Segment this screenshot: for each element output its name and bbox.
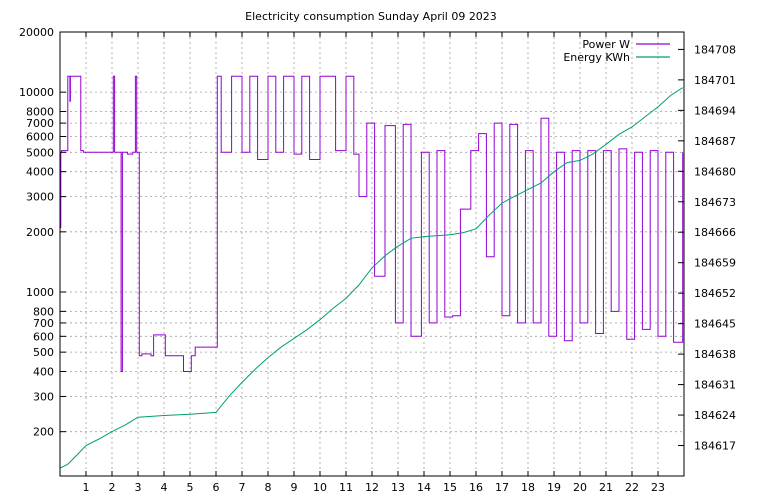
x-tick-label: 8 xyxy=(265,481,272,494)
x-tick-label: 5 xyxy=(187,481,194,494)
x-tick-label: 21 xyxy=(599,481,613,494)
legend-label-power: Power W xyxy=(582,38,630,51)
y-tick-label: 500 xyxy=(33,346,54,359)
x-tick-label: 16 xyxy=(469,481,483,494)
y-tick-label: 300 xyxy=(33,390,54,403)
x-tick-label: 7 xyxy=(239,481,246,494)
y-tick-label: 1000 xyxy=(26,286,54,299)
y-tick-label: 2000 xyxy=(26,226,54,239)
axes: 1 2 3 4 5 6 7 8 9 10 11 12 13 14 15 16 17 18 19 20 21 22 23200… xyxy=(19,26,736,494)
y-tick-label: 10000 xyxy=(19,86,54,99)
y2-tick-label: 184680 xyxy=(694,165,736,178)
y2-tick-label: 184617 xyxy=(694,440,736,453)
x-tick-label: 15 xyxy=(443,481,457,494)
y2-tick-label: 184687 xyxy=(694,135,736,148)
chart-title: Electricity consumption Sunday April 09 … xyxy=(245,10,497,23)
y-tick-label: 3000 xyxy=(26,191,54,204)
y2-tick-label: 184659 xyxy=(694,257,736,270)
y-tick-label: 5000 xyxy=(26,146,54,159)
x-tick-label: 2 xyxy=(109,481,116,494)
y2-tick-label: 184666 xyxy=(694,226,736,239)
x-tick-label: 20 xyxy=(573,481,587,494)
x-tick-label: 1 xyxy=(83,481,90,494)
x-tick-label: 6 xyxy=(213,481,220,494)
x-tick-label: 18 xyxy=(521,481,535,494)
x-tick-label: 10 xyxy=(313,481,327,494)
x-tick-label: 13 xyxy=(391,481,405,494)
x-tick-label: 19 xyxy=(547,481,561,494)
y2-tick-label: 184673 xyxy=(694,196,736,209)
plot-series xyxy=(59,75,684,469)
x-tick-label: 23 xyxy=(651,481,665,494)
y-tick-label: 8000 xyxy=(26,106,54,119)
y2-tick-label: 184694 xyxy=(694,104,736,117)
legend: Power W Energy KWh xyxy=(563,38,670,64)
series-line-power xyxy=(60,75,684,372)
x-tick-label: 4 xyxy=(161,481,168,494)
y2-tick-label: 184701 xyxy=(694,74,736,87)
grid xyxy=(60,31,684,476)
legend-label-energy: Energy KWh xyxy=(563,51,630,64)
y2-tick-label: 184645 xyxy=(694,318,736,331)
y-tick-label: 700 xyxy=(33,317,54,330)
y-tick-label: 400 xyxy=(33,366,54,379)
series-line-energy xyxy=(59,87,683,469)
y-tick-label: 6000 xyxy=(26,130,54,143)
y-tick-label: 4000 xyxy=(26,166,54,179)
x-tick-label: 9 xyxy=(291,481,298,494)
y-tick-label: 7000 xyxy=(26,117,54,130)
y-tick-label: 600 xyxy=(33,330,54,343)
y2-tick-label: 184624 xyxy=(694,409,736,422)
x-tick-label: 22 xyxy=(625,481,639,494)
y2-tick-label: 184631 xyxy=(694,379,736,392)
y-tick-label: 800 xyxy=(33,305,54,318)
x-tick-label: 12 xyxy=(365,481,379,494)
y-tick-label: 200 xyxy=(33,426,54,439)
y2-tick-label: 184708 xyxy=(694,43,736,56)
x-tick-label: 14 xyxy=(417,481,431,494)
y2-tick-label: 184638 xyxy=(694,348,736,361)
x-tick-label: 3 xyxy=(135,481,142,494)
y2-tick-label: 184652 xyxy=(694,287,736,300)
x-tick-label: 17 xyxy=(495,481,509,494)
x-tick-label: 11 xyxy=(339,481,353,494)
y-tick-label: 20000 xyxy=(19,26,54,39)
